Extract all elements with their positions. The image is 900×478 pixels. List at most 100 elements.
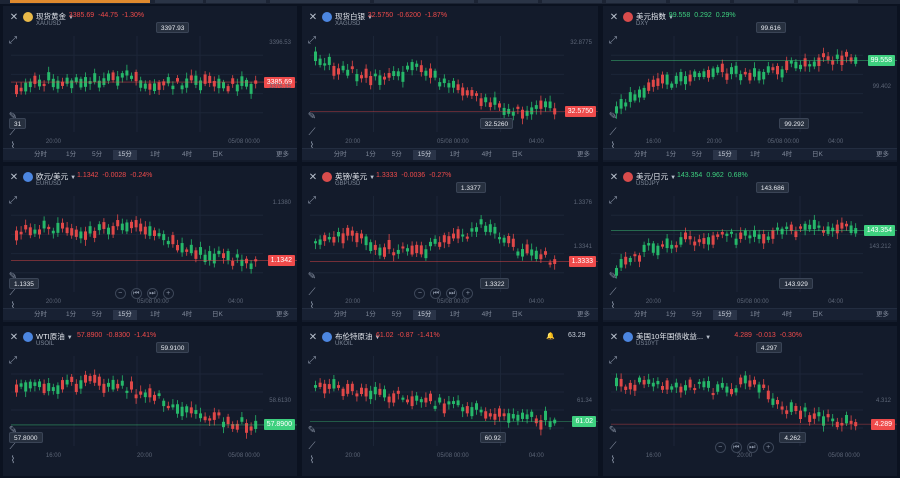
pencil-icon[interactable]: ✎ — [608, 111, 618, 122]
timeframe-0[interactable]: 分时 — [634, 311, 647, 318]
timeframe-3[interactable]: 15分 — [713, 310, 737, 320]
close-icon[interactable]: ✕ — [308, 12, 318, 23]
bell-icon[interactable]: 🔔 — [546, 333, 555, 340]
timeframe-3[interactable]: 15分 — [412, 150, 437, 160]
indicator-icon[interactable]: ⌇ — [309, 455, 315, 466]
symbol-selector[interactable]: 美元/日元 ▼ — [636, 171, 676, 182]
timeframe-2[interactable]: 5分 — [692, 311, 703, 318]
drawing-tool-icon[interactable]: ⟋ — [308, 127, 316, 138]
pencil-icon[interactable]: ✎ — [608, 425, 618, 436]
symbol-name[interactable]: 现货白银 — [335, 12, 365, 21]
candlestick-chart[interactable] — [302, 6, 598, 162]
pencil-icon[interactable]: ✎ — [608, 271, 618, 282]
timeframe-2[interactable]: 5分 — [92, 151, 103, 158]
drawing-tool-icon[interactable]: ⟋ — [9, 127, 17, 138]
zoom-out-icon[interactable]: − — [414, 288, 426, 299]
symbol-selector[interactable]: 现货黄金 ▼ — [36, 11, 74, 22]
top-tab[interactable] — [606, 0, 666, 3]
timeframe-4[interactable]: 1时 — [449, 311, 460, 318]
timeframe-2[interactable]: 5分 — [391, 151, 402, 158]
timeframe-7[interactable]: 更多 ▴ — [876, 151, 889, 162]
close-icon[interactable]: ✕ — [9, 172, 19, 183]
zoom-in-icon[interactable]: + — [462, 288, 474, 299]
timeframe-6[interactable]: 日K — [212, 151, 223, 158]
zoom-out-icon[interactable]: − — [114, 288, 126, 299]
scroll-forward-icon[interactable]: ⏭ — [446, 288, 458, 299]
pencil-icon[interactable]: ✎ — [307, 271, 317, 282]
top-tab[interactable] — [542, 0, 602, 3]
drawing-tool-icon[interactable]: ⟋ — [9, 287, 17, 298]
candlestick-chart[interactable] — [603, 6, 897, 162]
candlestick-chart[interactable] — [603, 326, 897, 476]
expand-icon[interactable]: ⤢ — [9, 195, 17, 206]
pencil-icon[interactable]: ✎ — [307, 111, 317, 122]
timeframe-0[interactable]: 分时 — [34, 311, 47, 318]
timeframe-7[interactable]: 更多 ▴ — [276, 311, 289, 322]
scroll-back-icon[interactable]: ⏮ — [130, 288, 142, 299]
candlestick-chart[interactable] — [3, 166, 297, 322]
drawing-tool-icon[interactable]: ⟋ — [308, 441, 316, 452]
close-icon[interactable]: ✕ — [308, 172, 318, 183]
symbol-name[interactable]: 英镑/美元 — [335, 172, 368, 181]
scroll-forward-icon[interactable]: ⏭ — [746, 442, 758, 453]
timeframe-6[interactable]: 日K — [212, 311, 223, 318]
scroll-back-icon[interactable]: ⏮ — [730, 442, 742, 453]
timeframe-7[interactable]: 更多 ▴ — [276, 151, 289, 162]
timeframe-3[interactable]: 15分 — [113, 150, 137, 160]
pencil-icon[interactable]: ✎ — [8, 111, 18, 122]
top-tab-active[interactable] — [10, 0, 150, 3]
timeframe-2[interactable]: 5分 — [391, 311, 402, 318]
timeframe-5[interactable]: 4时 — [182, 311, 193, 318]
timeframe-0[interactable]: 分时 — [333, 311, 347, 318]
top-tab[interactable] — [206, 0, 266, 3]
timeframe-4[interactable]: 1时 — [750, 311, 761, 318]
zoom-out-icon[interactable]: − — [714, 442, 726, 453]
symbol-selector[interactable]: 现货白银 ▼ — [335, 11, 373, 22]
candlestick-chart[interactable] — [302, 166, 598, 322]
symbol-name[interactable]: 布伦特原油 — [335, 332, 373, 341]
timeframe-3[interactable]: 15分 — [113, 310, 137, 320]
timeframe-3[interactable]: 15分 — [713, 150, 737, 160]
top-tab[interactable] — [670, 0, 730, 3]
timeframe-1[interactable]: 1分 — [365, 311, 376, 318]
timeframe-5[interactable]: 4时 — [782, 151, 793, 158]
symbol-selector[interactable]: WTI原油 ▼ — [36, 331, 73, 342]
drawing-tool-icon[interactable]: ⟋ — [609, 127, 617, 138]
timeframe-5[interactable]: 4时 — [782, 311, 793, 318]
timeframe-1[interactable]: 1分 — [66, 151, 77, 158]
timeframe-4[interactable]: 1时 — [150, 311, 161, 318]
candlestick-chart[interactable] — [302, 326, 598, 476]
timeframe-4[interactable]: 1时 — [150, 151, 161, 158]
timeframe-6[interactable]: 日K — [812, 151, 823, 158]
indicator-icon[interactable]: ⌇ — [309, 141, 315, 152]
timeframe-0[interactable]: 分时 — [333, 151, 347, 158]
zoom-in-icon[interactable]: + — [762, 442, 774, 453]
scroll-forward-icon[interactable]: ⏭ — [146, 288, 158, 299]
timeframe-7[interactable]: 更多 ▴ — [577, 311, 590, 322]
close-icon[interactable]: ✕ — [609, 332, 619, 343]
indicator-icon[interactable]: ⌇ — [610, 455, 616, 466]
close-icon[interactable]: ✕ — [308, 332, 318, 343]
scroll-back-icon[interactable]: ⏮ — [430, 288, 442, 299]
symbol-name[interactable]: 美国10年国债收益... — [636, 332, 704, 341]
timeframe-1[interactable]: 1分 — [666, 311, 677, 318]
symbol-name[interactable]: 欧元/美元 — [36, 172, 69, 181]
symbol-selector[interactable]: 英镑/美元 ▼ — [335, 171, 375, 182]
close-icon[interactable]: ✕ — [609, 12, 619, 23]
symbol-name[interactable]: WTI原油 — [36, 332, 65, 341]
timeframe-2[interactable]: 5分 — [692, 151, 703, 158]
top-tab[interactable] — [374, 0, 474, 3]
symbol-selector[interactable]: 美国10年国债收益... ▼ — [636, 331, 711, 342]
indicator-icon[interactable]: ⌇ — [10, 141, 16, 152]
indicator-icon[interactable]: ⌇ — [10, 301, 16, 312]
top-tab[interactable] — [798, 0, 858, 3]
timeframe-3[interactable]: 15分 — [412, 310, 437, 320]
expand-icon[interactable]: ⤢ — [308, 355, 316, 366]
pencil-icon[interactable]: ✎ — [307, 425, 317, 436]
timeframe-4[interactable]: 1时 — [449, 151, 460, 158]
timeframe-0[interactable]: 分时 — [634, 151, 647, 158]
top-tab[interactable] — [478, 0, 538, 3]
timeframe-1[interactable]: 1分 — [66, 311, 77, 318]
indicator-icon[interactable]: ⌇ — [610, 141, 616, 152]
zoom-in-icon[interactable]: + — [162, 288, 174, 299]
